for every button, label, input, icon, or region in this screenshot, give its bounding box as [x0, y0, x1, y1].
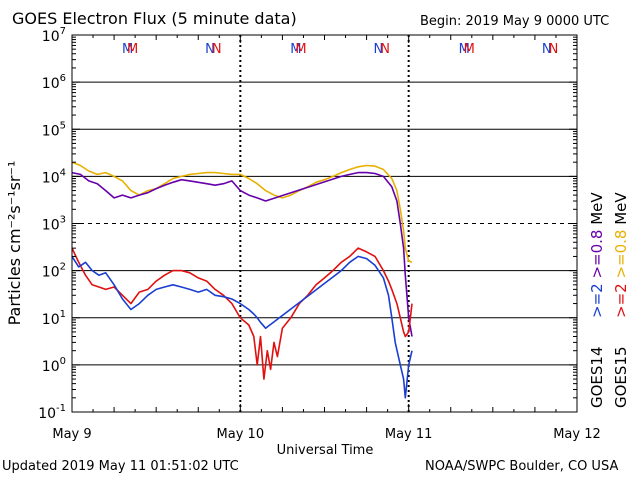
legend-text: >=2: [612, 283, 630, 318]
day-marker-label: M: [122, 42, 133, 57]
day-marker-label: N: [373, 42, 383, 57]
legend-entry: >=2 >=0.8 MeV: [588, 192, 606, 318]
series-line-goes15_08: [71, 161, 413, 264]
day-marker-label: M: [127, 42, 138, 57]
grid-layer: [72, 35, 577, 412]
y-tick-label: 100: [42, 356, 66, 375]
y-tick-base: 10: [38, 406, 56, 422]
begin-time-label: Begin: 2019 May 9 0000 UTC: [420, 14, 610, 29]
y-tick-exponent: 3: [60, 215, 66, 226]
legend-text: >=0.8: [612, 230, 630, 279]
legend: GOES14 GOES15>=2 >=0.8 MeV>=2 >=0.8 MeV: [588, 192, 630, 408]
series-line-goes15_2: [71, 247, 413, 380]
y-tick-exponent: -1: [56, 403, 66, 414]
day-marker-label: M: [459, 42, 470, 57]
x-axis-label: Universal Time: [277, 443, 374, 458]
day-marker-label: N: [205, 42, 215, 57]
y-tick-base: 10: [42, 123, 60, 139]
x-tick-label: May 10: [217, 427, 265, 442]
day-marker-label: M: [464, 42, 475, 57]
series-line-goes14_2: [71, 255, 413, 399]
series-layer: [71, 161, 413, 399]
y-tick-base: 10: [42, 170, 60, 186]
y-tick-base: 10: [42, 359, 60, 375]
y-tick-base: 10: [42, 29, 60, 45]
day-markers: MM NN MM NN MM NN: [122, 42, 558, 57]
day-marker-label: N: [380, 42, 390, 57]
y-tick-base: 10: [42, 312, 60, 328]
legend-text: MeV: [588, 192, 606, 230]
x-axis-ticks: May 9 May 10 May 11 May 12: [52, 35, 601, 442]
day-marker-label: N: [542, 42, 552, 57]
legend-text: GOES14: [588, 346, 606, 408]
y-tick-label: 103: [42, 215, 66, 234]
y-tick-exponent: 4: [60, 167, 66, 178]
y-tick-exponent: 6: [60, 73, 66, 84]
y-tick-label: 102: [42, 262, 66, 281]
y-tick-exponent: 1: [60, 309, 66, 320]
y-tick-exponent: 7: [60, 26, 66, 37]
y-tick-base: 10: [42, 76, 60, 92]
credit-label: NOAA/SWPC Boulder, CO USA: [425, 459, 619, 474]
legend-entry: GOES14: [588, 346, 606, 408]
y-tick-exponent: 5: [60, 120, 66, 131]
y-tick-label: 10-1: [38, 403, 66, 422]
y-tick-base: 10: [42, 218, 60, 234]
day-marker-label: N: [549, 42, 559, 57]
day-marker-label: M: [290, 42, 301, 57]
y-tick-label: 106: [42, 73, 66, 92]
x-tick-label: May 12: [553, 427, 601, 442]
y-tick-label: 107: [42, 26, 66, 45]
updated-timestamp: Updated 2019 May 11 01:51:02 UTC: [2, 459, 239, 474]
legend-text: MeV: [612, 192, 630, 230]
series-line-goes14_08: [71, 171, 413, 337]
y-axis-label: Particles cm⁻²s⁻¹sr⁻¹: [5, 161, 24, 326]
legend-text: >=0.8: [588, 230, 606, 279]
legend-text: GOES15: [612, 346, 630, 408]
legend-entry: GOES15: [612, 346, 630, 408]
y-tick-label: 105: [42, 120, 66, 139]
y-tick-exponent: 0: [60, 356, 66, 367]
legend-entry: >=2 >=0.8 MeV: [612, 192, 630, 318]
x-tick-label: May 11: [385, 427, 433, 442]
chart-title: GOES Electron Flux (5 minute data): [12, 9, 297, 28]
legend-text: >=2: [588, 283, 606, 318]
y-tick-base: 10: [42, 265, 60, 281]
y-tick-label: 104: [42, 167, 66, 186]
day-marker-label: N: [212, 42, 222, 57]
y-tick-exponent: 2: [60, 262, 66, 273]
x-tick-label: May 9: [52, 427, 91, 442]
day-marker-label: M: [295, 42, 306, 57]
y-tick-label: 101: [42, 309, 66, 328]
